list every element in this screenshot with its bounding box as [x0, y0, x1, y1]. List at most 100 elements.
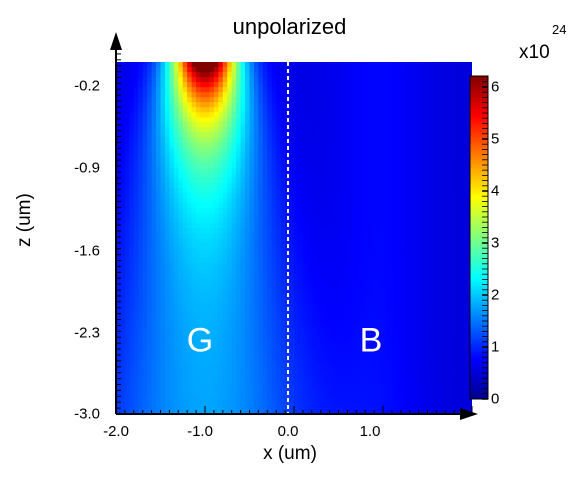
heatmap-cell: [320, 172, 326, 179]
heatmap-cell: [236, 82, 242, 88]
heatmap-cell: [356, 207, 362, 214]
heatmap-cell: [383, 87, 389, 93]
heatmap-cell: [342, 97, 348, 103]
heatmap-cell: [396, 303, 402, 309]
heatmap-cell: [276, 388, 282, 395]
heatmap-cell: [133, 373, 139, 380]
heatmap-cell: [205, 313, 211, 320]
heatmap-cell: [258, 177, 264, 184]
heatmap-cell: [383, 132, 389, 139]
heatmap-cell: [271, 172, 277, 179]
heatmap-cell: [249, 112, 255, 118]
heatmap-cell: [271, 263, 277, 269]
heatmap-cell: [160, 62, 166, 68]
heatmap-cell: [356, 87, 362, 93]
heatmap-cell: [320, 202, 326, 209]
heatmap-cell: [160, 182, 166, 189]
heatmap-cell: [245, 132, 251, 139]
heatmap-cell: [334, 92, 340, 98]
heatmap-cell: [351, 72, 357, 78]
heatmap-cell: [191, 343, 197, 350]
heatmap-cell: [414, 388, 420, 395]
heatmap-cell: [249, 403, 255, 410]
heatmap-cell: [222, 303, 228, 309]
heatmap-cell: [334, 77, 340, 83]
heatmap-cell: [316, 62, 322, 68]
heatmap-cell: [302, 82, 308, 88]
heatmap-cell: [307, 383, 313, 390]
heatmap-cell: [396, 258, 402, 264]
heatmap-cell: [129, 263, 135, 269]
heatmap-cell: [267, 288, 273, 294]
heatmap-cell: [347, 238, 353, 244]
heatmap-cell: [156, 72, 162, 78]
heatmap-cell: [129, 177, 135, 184]
heatmap-cell: [289, 328, 295, 335]
heatmap-cell: [200, 147, 206, 154]
heatmap-cell: [347, 137, 353, 144]
heatmap-cell: [213, 353, 219, 360]
heatmap-cell: [191, 122, 197, 128]
heatmap-cell: [280, 388, 286, 395]
heatmap-cell: [222, 338, 228, 345]
heatmap-cell: [258, 217, 264, 224]
heatmap-cell: [374, 177, 380, 184]
heatmap-cell: [396, 82, 402, 88]
heatmap-cell: [258, 147, 264, 154]
heatmap-cell: [231, 132, 237, 139]
heatmap-cell: [378, 368, 384, 375]
heatmap-cell: [391, 308, 397, 315]
heatmap-cell: [187, 127, 193, 133]
heatmap-cell: [400, 112, 406, 118]
heatmap-cell: [147, 283, 153, 289]
heatmap-cell: [334, 398, 340, 405]
heatmap-cell: [311, 403, 317, 410]
heatmap-cell: [316, 142, 322, 149]
heatmap-cell: [285, 268, 291, 274]
heatmap-cell: [276, 273, 282, 279]
heatmap-cell: [347, 278, 353, 284]
heatmap-cell: [138, 373, 144, 380]
heatmap-cell: [360, 253, 366, 259]
heatmap-cell: [369, 142, 375, 149]
heatmap-cell: [387, 313, 393, 320]
heatmap-cell: [329, 388, 335, 395]
heatmap-cell: [387, 162, 393, 169]
heatmap-cell: [209, 348, 215, 355]
heatmap-cell: [156, 243, 162, 249]
heatmap-cell: [129, 258, 135, 264]
heatmap-cell: [294, 187, 300, 194]
heatmap-cell: [400, 207, 406, 214]
heatmap-cell: [164, 167, 170, 174]
heatmap-cell: [258, 122, 264, 128]
heatmap-cell: [129, 187, 135, 194]
heatmap-cell: [267, 167, 273, 174]
heatmap-cell: [383, 67, 389, 73]
heatmap-cell: [427, 388, 433, 395]
heatmap-cell: [316, 192, 322, 199]
heatmap-cell: [253, 222, 259, 229]
heatmap-cell: [414, 368, 420, 375]
heatmap-cell: [191, 107, 197, 113]
heatmap-cell: [191, 97, 197, 103]
heatmap-cell: [200, 127, 206, 133]
heatmap-cell: [342, 137, 348, 144]
heatmap-cell: [334, 97, 340, 103]
heatmap-cell: [427, 333, 433, 340]
heatmap-cell: [218, 238, 224, 244]
heatmap-cell: [400, 378, 406, 385]
heatmap-cell: [405, 82, 411, 88]
heatmap-cell: [391, 328, 397, 335]
heatmap-cell: [369, 162, 375, 169]
heatmap-cell: [289, 197, 295, 204]
heatmap-cell: [262, 157, 268, 164]
heatmap-cell: [124, 273, 130, 279]
heatmap-cell: [253, 328, 259, 335]
heatmap-cell: [164, 182, 170, 189]
heatmap-cell: [316, 323, 322, 330]
heatmap-cell: [156, 177, 162, 184]
heatmap-cell: [289, 343, 295, 350]
heatmap-cell: [423, 82, 429, 88]
heatmap-cell: [409, 303, 415, 309]
heatmap-cell: [196, 313, 202, 320]
